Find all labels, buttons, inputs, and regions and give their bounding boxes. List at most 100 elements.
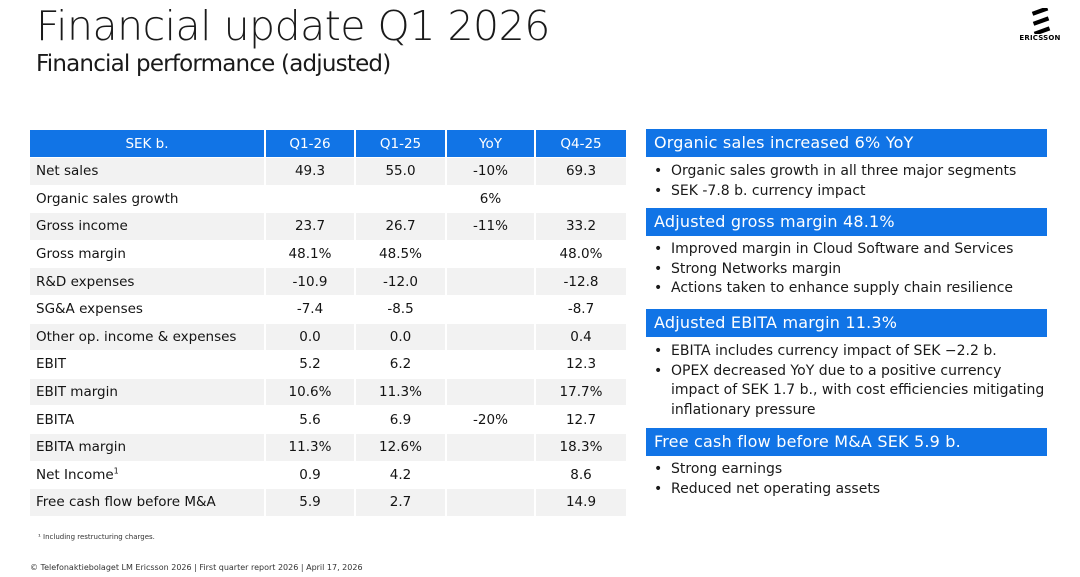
row-label: EBITA bbox=[30, 405, 266, 433]
table-row: Free cash flow before M&A 5.9 2.7 14.9 bbox=[30, 488, 626, 516]
table-row: EBIT 5.2 6.2 12.3 bbox=[30, 350, 626, 378]
q4-25-cell: 14.9 bbox=[536, 488, 626, 516]
footer: © Telefonaktiebolaget LM Ericsson 2026 |… bbox=[30, 563, 363, 572]
q1-26-cell: 10.6% bbox=[266, 377, 356, 406]
highlight-header-gross-margin: Adjusted gross margin 48.1% bbox=[646, 208, 1047, 236]
footnote-marker: 1 bbox=[113, 466, 119, 476]
column-header: Q1-25 bbox=[356, 130, 447, 157]
row-label-text: EBITA bbox=[36, 411, 75, 428]
q4-25-cell: 8.6 bbox=[536, 460, 626, 489]
q1-26-cell: 48.1% bbox=[266, 239, 356, 268]
logo-wordmark: ERICSSON bbox=[1019, 34, 1061, 42]
table-row: EBITA margin 11.3% 12.6% 18.3% bbox=[30, 432, 626, 461]
highlight-bullets-organic-sales: Organic sales growth in all three major … bbox=[654, 162, 1054, 201]
yoy-cell bbox=[447, 432, 536, 461]
row-label-text: Gross margin bbox=[36, 246, 126, 263]
row-label: SG&A expenses bbox=[30, 294, 266, 323]
q4-25-cell: 18.3% bbox=[536, 432, 626, 461]
table-row: Organic sales growth 6% bbox=[30, 184, 626, 213]
table-row: EBIT margin 10.6% 11.3% 17.7% bbox=[30, 377, 626, 406]
highlight-bullets-free-cash-flow: Strong earnings Reduced net operating as… bbox=[654, 460, 1054, 499]
q1-26-cell: 49.3 bbox=[266, 157, 356, 185]
row-label: EBITA margin bbox=[30, 432, 266, 461]
column-header: Q4-25 bbox=[536, 130, 626, 157]
yoy-cell bbox=[447, 488, 536, 516]
table-row: Other op. income & expenses 0.0 0.0 0.4 bbox=[30, 322, 626, 351]
highlight-bullets-ebita-margin: EBITA includes currency impact of SEK −2… bbox=[654, 342, 1054, 420]
yoy-cell: 6% bbox=[447, 184, 536, 213]
q1-25-cell: -12.0 bbox=[356, 267, 447, 295]
bullet-item: SEK -7.8 b. currency impact bbox=[654, 182, 1054, 202]
q1-25-cell bbox=[356, 184, 447, 213]
column-header: SEK b. bbox=[30, 130, 266, 157]
row-label: Gross margin bbox=[30, 239, 266, 268]
q4-25-cell: -12.8 bbox=[536, 267, 626, 295]
column-header: YoY bbox=[447, 130, 536, 157]
table-row: R&D expenses -10.9 -12.0 -12.8 bbox=[30, 267, 626, 295]
row-label: Gross income bbox=[30, 212, 266, 240]
highlight-header-ebita-margin: Adjusted EBITA margin 11.3% bbox=[646, 309, 1047, 337]
footnote: ¹ Including restructuring charges. bbox=[38, 533, 155, 541]
row-label-text: Other op. income & expenses bbox=[36, 328, 237, 345]
yoy-cell bbox=[447, 350, 536, 378]
row-label-text: EBITA margin bbox=[36, 439, 127, 456]
row-label-text: Net Income bbox=[36, 466, 114, 483]
table-row: SG&A expenses -7.4 -8.5 -8.7 bbox=[30, 294, 626, 323]
q1-26-cell: 11.3% bbox=[266, 432, 356, 461]
row-label-text: R&D expenses bbox=[36, 273, 135, 290]
yoy-cell bbox=[447, 322, 536, 351]
ericsson-logo: ERICSSON bbox=[1014, 8, 1066, 42]
yoy-cell: -20% bbox=[447, 405, 536, 433]
q1-25-cell: -8.5 bbox=[356, 294, 447, 323]
table-header-row: SEK b. Q1-26 Q1-25 YoY Q4-25 bbox=[30, 130, 626, 157]
q4-25-cell: 17.7% bbox=[536, 377, 626, 406]
yoy-cell: -10% bbox=[447, 157, 536, 185]
highlight-header-organic-sales: Organic sales increased 6% YoY bbox=[646, 129, 1047, 157]
q1-26-cell: -7.4 bbox=[266, 294, 356, 323]
q1-26-cell: 0.9 bbox=[266, 460, 356, 489]
page-subtitle: Financial performance (adjusted) bbox=[36, 51, 391, 77]
bullet-item: Organic sales growth in all three major … bbox=[654, 162, 1054, 182]
row-label-text: EBIT bbox=[36, 356, 67, 373]
bullet-item: Strong Networks margin bbox=[654, 260, 1054, 280]
q1-25-cell: 6.2 bbox=[356, 350, 447, 378]
row-label-text: SG&A expenses bbox=[36, 301, 143, 318]
q1-26-cell: 5.9 bbox=[266, 488, 356, 516]
q4-25-cell bbox=[536, 184, 626, 213]
bullet-item: Strong earnings bbox=[654, 460, 1054, 480]
q1-25-cell: 2.7 bbox=[356, 488, 447, 516]
column-header: Q1-26 bbox=[266, 130, 356, 157]
q1-25-cell: 11.3% bbox=[356, 377, 447, 406]
bullet-item: Actions taken to enhance supply chain re… bbox=[654, 279, 1054, 299]
yoy-cell bbox=[447, 239, 536, 268]
row-label: Other op. income & expenses bbox=[30, 322, 266, 351]
q4-25-cell: 0.4 bbox=[536, 322, 626, 351]
q1-25-cell: 48.5% bbox=[356, 239, 447, 268]
bullet-item: EBITA includes currency impact of SEK −2… bbox=[654, 342, 1054, 362]
q4-25-cell: 33.2 bbox=[536, 212, 626, 240]
q4-25-cell: -8.7 bbox=[536, 294, 626, 323]
yoy-cell bbox=[447, 294, 536, 323]
row-label-text: Net sales bbox=[36, 163, 99, 180]
q1-25-cell: 26.7 bbox=[356, 212, 447, 240]
row-label: EBIT margin bbox=[30, 377, 266, 406]
q1-25-cell: 6.9 bbox=[356, 405, 447, 433]
row-label: Organic sales growth bbox=[30, 184, 266, 213]
row-label-text: Organic sales growth bbox=[36, 190, 179, 207]
q1-25-cell: 12.6% bbox=[356, 432, 447, 461]
q1-25-cell: 0.0 bbox=[356, 322, 447, 351]
bullet-item: Improved margin in Cloud Software and Se… bbox=[654, 240, 1054, 260]
q1-26-cell: 5.2 bbox=[266, 350, 356, 378]
table-row: EBITA 5.6 6.9 -20% 12.7 bbox=[30, 405, 626, 433]
page-title: Financial update Q1 2026 bbox=[36, 2, 550, 50]
row-label: Net Income1 bbox=[30, 460, 266, 489]
q1-25-cell: 55.0 bbox=[356, 157, 447, 185]
table-row: Gross income 23.7 26.7 -11% 33.2 bbox=[30, 212, 626, 240]
q1-26-cell: -10.9 bbox=[266, 267, 356, 295]
q4-25-cell: 48.0% bbox=[536, 239, 626, 268]
q4-25-cell: 12.7 bbox=[536, 405, 626, 433]
table-row: Gross margin 48.1% 48.5% 48.0% bbox=[30, 239, 626, 268]
yoy-cell bbox=[447, 267, 536, 295]
q4-25-cell: 69.3 bbox=[536, 157, 626, 185]
row-label: Free cash flow before M&A bbox=[30, 488, 266, 516]
